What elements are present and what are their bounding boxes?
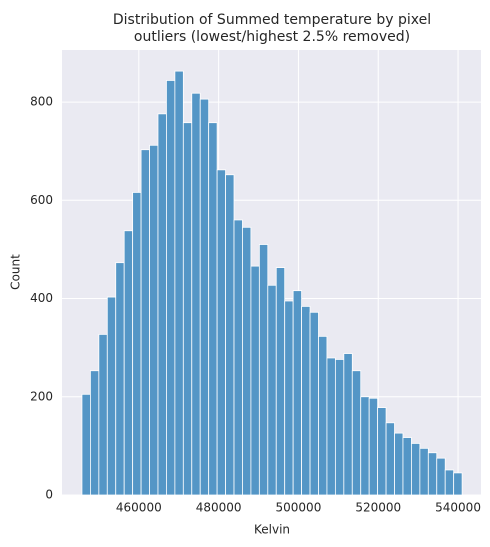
bar (360, 396, 370, 496)
bar (166, 80, 176, 496)
bar (242, 226, 252, 496)
bar (453, 472, 463, 496)
bar (123, 230, 134, 496)
chart-title: Distribution of Summed temperature by pi… (113, 12, 431, 28)
bar (132, 192, 142, 496)
bar (90, 370, 100, 496)
bar (149, 144, 159, 496)
y-tick-label: 400 (30, 291, 53, 305)
bar (419, 447, 429, 496)
bar (267, 284, 277, 496)
bar (216, 169, 226, 496)
bar (394, 432, 404, 496)
bar (377, 407, 387, 496)
x-tick-label: 460000 (116, 501, 162, 515)
bar (199, 98, 210, 496)
bar (182, 122, 193, 496)
y-tick-label: 200 (30, 389, 53, 403)
bar (284, 300, 294, 496)
bar (309, 311, 319, 496)
bar (106, 296, 117, 496)
bar (301, 305, 311, 496)
bar (225, 174, 235, 496)
bar (427, 452, 438, 496)
bar (250, 265, 260, 496)
bar (326, 357, 336, 496)
bar (411, 443, 421, 496)
y-tick-label: 800 (30, 95, 53, 109)
bar (115, 262, 125, 496)
x-tick-label: 520000 (355, 501, 401, 515)
bar (98, 333, 108, 496)
x-tick-label: 500000 (276, 501, 322, 515)
bar (334, 359, 345, 496)
x-tick-label: 540000 (435, 501, 481, 515)
bar (81, 393, 91, 496)
bar (351, 370, 362, 496)
bar (292, 290, 302, 496)
bar (436, 457, 446, 496)
bar (191, 92, 201, 496)
y-tick-label: 600 (30, 193, 53, 207)
bar (233, 219, 243, 496)
bar (318, 335, 328, 496)
y-axis-label: Count (9, 254, 23, 290)
bar (402, 437, 412, 496)
x-tick-label: 480000 (196, 501, 242, 515)
bar (343, 353, 353, 496)
bar (208, 122, 218, 496)
bar (140, 149, 150, 496)
chart-title: outliers (lowest/highest 2.5% removed) (134, 29, 410, 45)
bar (368, 397, 379, 496)
bar (275, 267, 286, 496)
y-tick-label: 0 (45, 488, 53, 502)
x-axis-label: Kelvin (254, 523, 290, 537)
bar (444, 469, 455, 496)
bar (258, 244, 269, 496)
bar (157, 113, 167, 496)
bar (385, 422, 395, 496)
bar (174, 70, 184, 496)
